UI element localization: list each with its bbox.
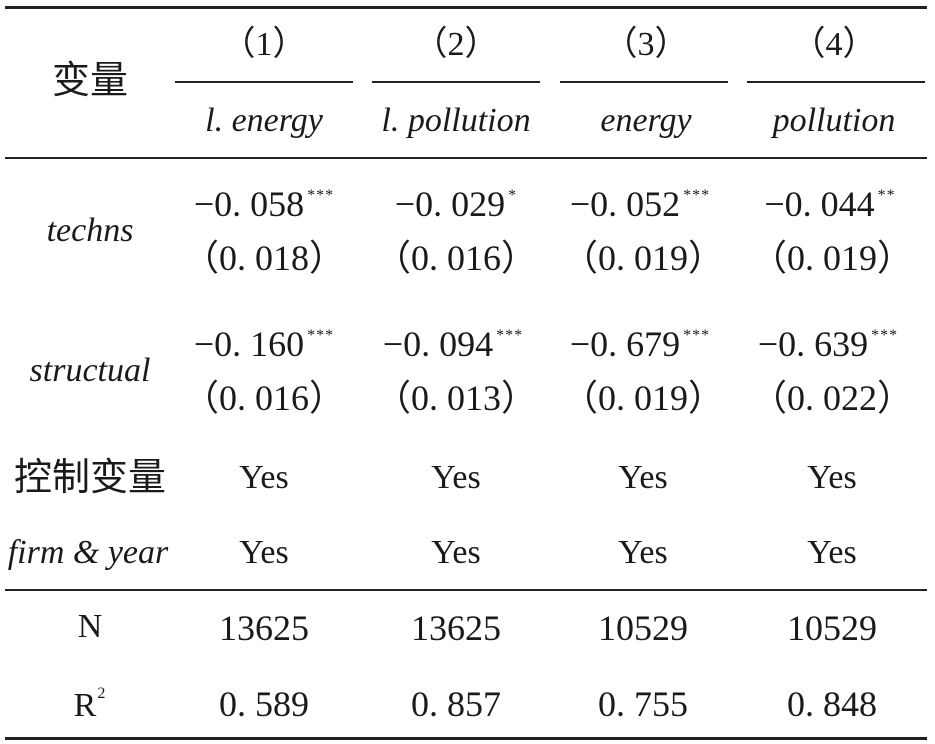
stat-label-superscript: 2 <box>97 685 107 702</box>
observations-value: 13625 <box>219 608 309 648</box>
dep-var-3: energy <box>600 102 692 139</box>
significance-stars: *** <box>307 187 335 204</box>
control-value: Yes <box>807 459 857 496</box>
std-error: （0. 016） <box>182 378 345 418</box>
coef-value: −0. 044 <box>764 184 875 224</box>
coef-cell: −0. 029 * <box>366 186 546 222</box>
row-label-r-squared: R2 <box>30 686 150 723</box>
coef-value: −0. 679 <box>569 324 681 364</box>
std-error: （0. 016） <box>374 238 537 278</box>
row-label-n: N <box>30 610 150 644</box>
control-value: Yes <box>618 459 668 496</box>
coef-cell: −0. 679 *** <box>550 326 730 362</box>
coef-value: −0. 639 <box>757 324 869 364</box>
observations-value: 10529 <box>598 608 688 648</box>
observations-value: 13625 <box>411 608 501 648</box>
r-squared-value: 0. 589 <box>219 684 309 724</box>
coef-cell: −0. 058 *** <box>174 186 354 222</box>
control-value: Yes <box>239 459 289 496</box>
coef-value: −0. 052 <box>569 184 681 224</box>
coef-cell: −0. 094 *** <box>363 326 543 362</box>
dep-var-4: pollution <box>772 102 896 139</box>
control-value: Yes <box>431 459 481 496</box>
column-number-1: （1） <box>221 26 307 63</box>
fixed-effects-value: Yes <box>431 534 481 571</box>
std-error: （0. 019） <box>750 238 913 278</box>
r-squared-value: 0. 848 <box>787 684 877 724</box>
significance-stars: *** <box>496 327 524 344</box>
significance-stars: *** <box>683 187 711 204</box>
table-bottom-rule <box>5 737 927 740</box>
column-rule-3 <box>560 81 728 83</box>
column-rule-1 <box>175 81 353 83</box>
significance-stars: *** <box>307 327 335 344</box>
coef-value: −0. 094 <box>382 324 494 364</box>
fixed-effects-value: Yes <box>239 534 289 571</box>
column-rule-4 <box>747 81 925 83</box>
std-error: （0. 022） <box>750 378 913 418</box>
r-squared-value: 0. 755 <box>598 684 688 724</box>
std-error: （0. 019） <box>561 378 724 418</box>
significance-stars: *** <box>871 327 899 344</box>
coef-value: −0. 058 <box>193 184 305 224</box>
coef-cell: −0. 639 *** <box>738 326 918 362</box>
coef-cell: −0. 052 *** <box>550 186 730 222</box>
row-label-fixed-effects: firm & year <box>7 534 169 571</box>
observations-value: 10529 <box>787 608 877 648</box>
row-label-controls: 控制变量 <box>13 457 166 499</box>
table-top-rule <box>5 6 927 9</box>
dep-var-1: l. energy <box>205 102 323 139</box>
coef-value: −0. 160 <box>193 324 305 364</box>
row-label-structual: structual <box>29 352 151 389</box>
coef-cell: −0. 044 ** <box>740 186 920 222</box>
coef-value: −0. 029 <box>394 184 506 224</box>
column-number-2: （2） <box>413 26 499 63</box>
stub-header: 变量 <box>51 60 128 102</box>
significance-stars: ** <box>877 187 896 204</box>
r-squared-value: 0. 857 <box>411 684 501 724</box>
fixed-effects-value: Yes <box>807 534 857 571</box>
std-error: （0. 018） <box>182 238 345 278</box>
column-number-4: （4） <box>791 26 877 63</box>
std-error: （0. 019） <box>561 238 724 278</box>
header-bottom-rule <box>5 157 927 159</box>
column-rule-2 <box>372 81 540 83</box>
stats-top-rule <box>5 589 927 591</box>
std-error: （0. 013） <box>374 378 537 418</box>
row-label-techns: techns <box>46 212 134 249</box>
significance-stars: *** <box>683 327 711 344</box>
dep-var-2: l. pollution <box>381 102 531 139</box>
fixed-effects-value: Yes <box>618 534 668 571</box>
stat-label: R <box>73 687 97 724</box>
coef-cell: −0. 160 *** <box>174 326 354 362</box>
column-number-3: （3） <box>603 26 689 63</box>
stat-label: N <box>77 608 103 645</box>
significance-stars: * <box>508 187 518 204</box>
